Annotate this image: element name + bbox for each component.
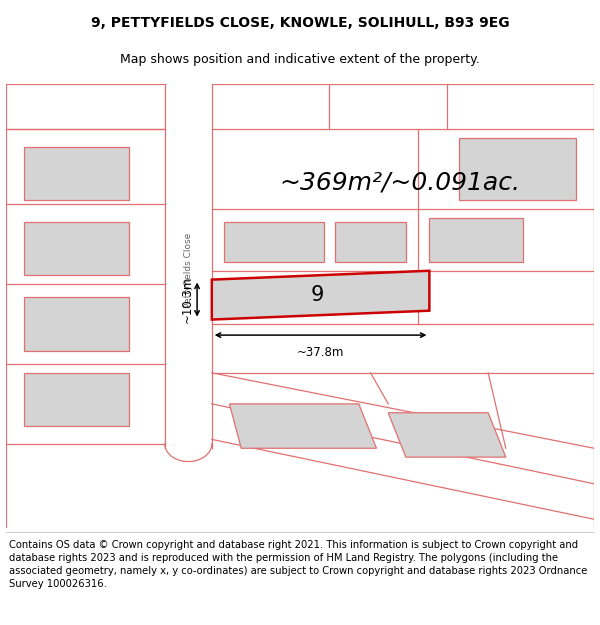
- Text: 9: 9: [311, 285, 325, 305]
- Bar: [224, 222, 323, 262]
- Text: 9, PETTYFIELDS CLOSE, KNOWLE, SOLIHULL, B93 9EG: 9, PETTYFIELDS CLOSE, KNOWLE, SOLIHULL, …: [91, 16, 509, 30]
- Polygon shape: [388, 412, 506, 457]
- Bar: [459, 138, 577, 200]
- Text: ~10.3m: ~10.3m: [181, 276, 194, 323]
- Text: Map shows position and indicative extent of the property.: Map shows position and indicative extent…: [120, 53, 480, 66]
- Text: Pettyfields Close: Pettyfields Close: [184, 233, 193, 308]
- Bar: [23, 372, 130, 426]
- Bar: [23, 298, 130, 351]
- Bar: [335, 222, 406, 262]
- Bar: [23, 222, 130, 275]
- Polygon shape: [229, 404, 376, 448]
- Bar: [23, 146, 130, 200]
- Text: ~369m²/~0.091ac.: ~369m²/~0.091ac.: [280, 170, 520, 194]
- Text: Contains OS data © Crown copyright and database right 2021. This information is : Contains OS data © Crown copyright and d…: [9, 540, 587, 589]
- Polygon shape: [212, 271, 430, 319]
- Text: ~37.8m: ~37.8m: [297, 346, 344, 359]
- Bar: [165, 84, 212, 448]
- Bar: [430, 217, 523, 262]
